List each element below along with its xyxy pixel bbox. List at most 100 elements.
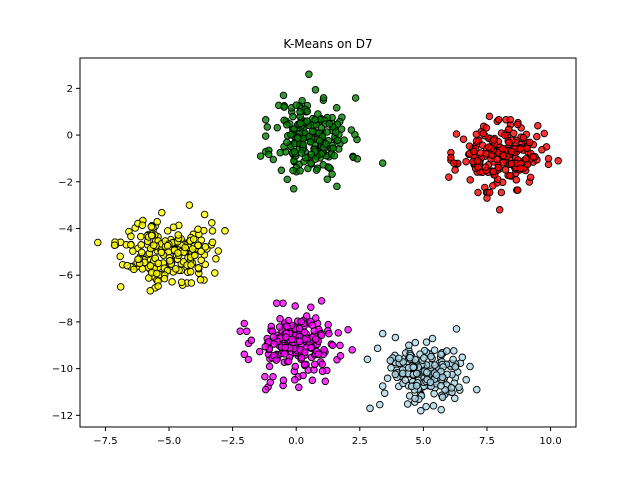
scatter-point — [298, 96, 306, 105]
scatter-point — [279, 376, 288, 385]
scatter-point — [296, 337, 304, 346]
scatter-point — [325, 329, 333, 338]
scatter-point — [334, 329, 343, 337]
scatter-point — [534, 121, 542, 130]
scatter-point — [297, 149, 306, 157]
scatter-point — [529, 153, 537, 161]
scatter-point — [459, 135, 468, 143]
scatter-point — [201, 243, 210, 251]
scatter-point — [276, 148, 284, 157]
scatter-point — [243, 327, 251, 336]
scatter-point — [272, 356, 281, 364]
scatter-point — [282, 333, 290, 341]
scatter-point — [462, 376, 470, 384]
scatter-point — [386, 356, 395, 365]
scatter-point — [509, 129, 518, 138]
scatter-point — [196, 276, 205, 284]
scatter-point — [391, 370, 400, 379]
scatter-point — [303, 117, 311, 125]
scatter-point — [307, 150, 316, 159]
scatter-point — [347, 126, 356, 134]
x-tick-label: 0.0 — [288, 436, 304, 447]
scatter-point — [168, 278, 176, 286]
scatter-point — [116, 283, 125, 291]
scatter-point — [481, 163, 490, 171]
scatter-point — [318, 360, 326, 368]
scatter-point — [211, 269, 219, 277]
scatter-point — [263, 123, 272, 131]
scatter-point — [387, 364, 395, 372]
scatter-point — [314, 350, 323, 358]
scatter-point — [208, 227, 217, 235]
scatter-point — [130, 265, 138, 274]
scatter-point — [265, 362, 274, 371]
scatter-point — [328, 170, 336, 178]
x-tick-label: −5.0 — [157, 436, 181, 447]
scatter-point — [296, 119, 305, 128]
scatter-point — [315, 136, 324, 145]
scatter-point — [297, 317, 305, 326]
y-tick-label: −2 — [58, 177, 73, 188]
scatter-point — [412, 381, 421, 390]
scatter-point — [485, 112, 494, 121]
scatter-point — [450, 347, 458, 355]
scatter-point — [208, 219, 216, 227]
y-tick-label: −4 — [58, 224, 73, 235]
x-tick-label: 2.5 — [352, 436, 368, 447]
scatter-point — [324, 320, 332, 329]
scatter-point — [411, 394, 419, 403]
scatter-point — [452, 325, 461, 333]
scatter-point — [154, 259, 163, 268]
chart-title: K-Means on D7 — [283, 37, 372, 51]
scatter-point — [134, 255, 142, 263]
scatter-point — [507, 147, 516, 156]
scatter-point — [506, 171, 514, 180]
scatter-point — [153, 217, 161, 226]
scatter-point — [281, 343, 289, 352]
scatter-point — [490, 136, 498, 144]
cluster-4 — [236, 297, 356, 394]
scatter-point — [311, 86, 320, 94]
y-tick-label: −10 — [52, 364, 73, 375]
scatter-point — [499, 158, 507, 167]
scatter-point — [466, 362, 474, 371]
scatter-point — [473, 385, 481, 394]
x-tick-label: −7.5 — [93, 436, 117, 447]
scatter-point — [437, 405, 445, 414]
scatter-point — [261, 116, 270, 124]
scatter-point — [187, 279, 196, 287]
scatter-point — [129, 247, 137, 255]
scatter-point — [423, 368, 431, 377]
cluster-5 — [363, 325, 481, 415]
scatter-point — [188, 245, 197, 253]
scatter-point — [322, 140, 330, 148]
scatter-point — [411, 338, 420, 347]
scatter-point — [312, 335, 320, 343]
scatter-point — [337, 125, 346, 133]
scatter-point — [197, 247, 205, 256]
scatter-point — [422, 338, 431, 346]
scatter-point — [312, 166, 321, 174]
scatter-point — [321, 377, 330, 386]
scatter-point — [489, 167, 498, 176]
scatter-point — [376, 400, 384, 409]
scatter-point — [538, 146, 546, 154]
scatter-point — [483, 194, 491, 202]
scatter-point — [244, 355, 253, 364]
scatter-point — [158, 208, 166, 217]
scatter-point — [332, 104, 341, 112]
scatter-point — [522, 155, 530, 163]
scatter-point — [291, 302, 299, 310]
scatter-point — [373, 344, 382, 353]
scatter-point — [299, 371, 307, 380]
scatter-point — [526, 173, 535, 182]
scatter-point — [137, 248, 146, 257]
scatter-point — [291, 362, 300, 371]
scatter-point — [333, 182, 341, 191]
scatter-point — [430, 346, 439, 354]
scatter-point — [458, 353, 467, 362]
scatter-point — [137, 241, 145, 249]
scatter-point — [191, 251, 199, 260]
scatter-point — [127, 241, 135, 249]
